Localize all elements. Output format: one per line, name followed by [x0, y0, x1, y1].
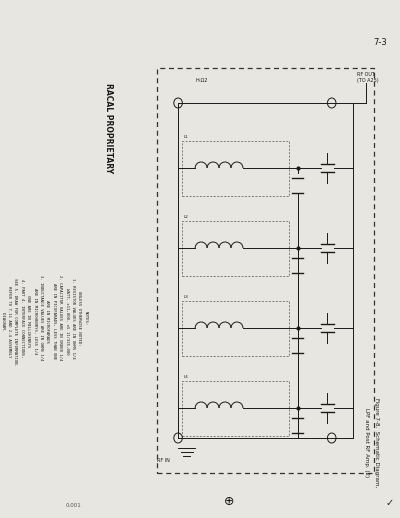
Text: L2: L2 [184, 214, 189, 219]
Text: L4: L4 [184, 375, 189, 379]
Text: RF OUT
(TO A25): RF OUT (TO A25) [357, 72, 379, 83]
Text: UNLESS OTHERWISE NOTED:: UNLESS OTHERWISE NOTED: [78, 291, 82, 346]
Text: 3. INDUCTANCE VALUES ARE IN OHMS 1/4: 3. INDUCTANCE VALUES ARE IN OHMS 1/4 [39, 275, 43, 361]
Bar [182, 140, 289, 195]
Text: ARE IN PICOFARADS, LESS THAN ONE: ARE IN PICOFARADS, LESS THAN ONE [52, 277, 56, 359]
Bar [182, 300, 289, 355]
Bar [182, 381, 289, 436]
Text: 1. RESISTOR VALUES ARE IN OHMS 1/4: 1. RESISTOR VALUES ARE IN OHMS 1/4 [71, 278, 75, 358]
Text: RF IN: RF IN [157, 458, 170, 463]
Bar [157, 68, 374, 473]
Text: ARE IN MICROFARADS: ARE IN MICROFARADS [46, 293, 50, 343]
Text: H-Ω2: H-Ω2 [195, 78, 208, 83]
Text: 2. CAPACITOR VALUES ARE IN ORDER 1/4: 2. CAPACITOR VALUES ARE IN ORDER 1/4 [58, 275, 62, 361]
Text: RACAL PROPRIETARY: RACAL PROPRIETARY [104, 83, 112, 173]
Text: Figure 7-8.  Schematic Diagram,: Figure 7-8. Schematic Diagram, [374, 398, 379, 487]
Text: ✓: ✓ [385, 498, 393, 508]
Text: 4. PART 4. INTERFACE CONNECTIONS,: 4. PART 4. INTERFACE CONNECTIONS, [20, 279, 24, 357]
Bar [182, 221, 289, 276]
Text: LPF and Post RF Amp. (2): LPF and Post RF Amp. (2) [364, 408, 369, 478]
Text: ARE IN MICROHENRYS, LESS 1/4: ARE IN MICROHENRYS, LESS 1/4 [33, 281, 37, 355]
Text: L3: L3 [184, 295, 189, 298]
Text: ONE ARE IN MILLIHENRYS: ONE ARE IN MILLIHENRYS [26, 289, 30, 348]
Text: 0.001: 0.001 [66, 503, 81, 508]
Text: DIAGRAM.: DIAGRAM. [1, 305, 5, 331]
Text: 7-3: 7-3 [374, 38, 387, 47]
Text: NOTES:: NOTES: [84, 311, 88, 325]
Text: WATT, ±11,000, ±5 11/325,000: WATT, ±11,000, ±5 11/325,000 [65, 281, 69, 355]
Text: SEE 5. DRAW FOR COMPLETE INFORMATION.: SEE 5. DRAW FOR COMPLETE INFORMATION. [14, 270, 18, 366]
Text: L1: L1 [184, 135, 189, 138]
Text: ⊕: ⊕ [224, 495, 234, 508]
Text: REFER TO 7-11 AND 2-4 ASSEMBLY: REFER TO 7-11 AND 2-4 ASSEMBLY [7, 279, 11, 357]
